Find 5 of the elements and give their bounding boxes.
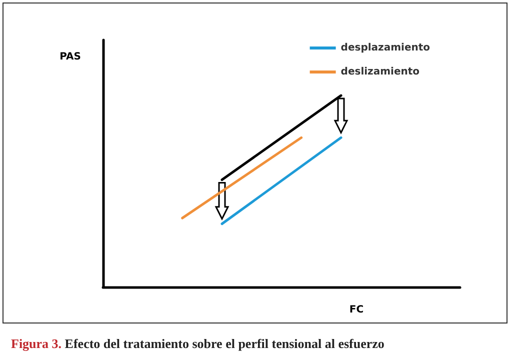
legend-label: deslizamiento [340, 66, 420, 78]
legend-label: desplazamiento [340, 42, 430, 54]
x-axis-title: FC [349, 304, 364, 316]
text: Figura 3. Efecto del tratamiento sobre el perfil tensional al esfuerzo [11, 336, 384, 351]
y-axis-title: PAS [60, 52, 81, 62]
